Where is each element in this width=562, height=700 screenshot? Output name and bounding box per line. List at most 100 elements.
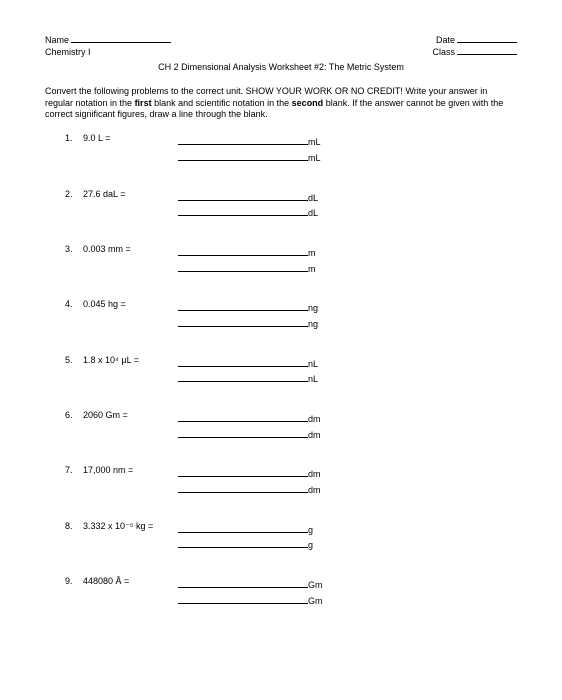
answer-blank[interactable]	[178, 204, 308, 216]
answer-unit: dL	[308, 208, 318, 220]
problem-row: 1.9.0 L =mLmL	[65, 133, 517, 164]
answer-blank[interactable]	[178, 481, 308, 493]
answer-line: dm	[178, 481, 321, 497]
answer-unit: dm	[308, 430, 321, 442]
problem-row: 4.0.045 hg =ngng	[65, 299, 517, 330]
header-row-1: Name Date	[45, 35, 517, 47]
answer-line: g	[178, 521, 313, 537]
answer-blank[interactable]	[178, 536, 308, 548]
problems-list: 1.9.0 L =mLmL2.27.6 daL =dLdL3.0.003 mm …	[45, 133, 517, 607]
answer-unit: dm	[308, 414, 321, 426]
answer-unit: dm	[308, 485, 321, 497]
problem-number: 4.	[65, 299, 83, 311]
problem-row: 3.0.003 mm =mm	[65, 244, 517, 275]
instr-1: Convert the following problems to the co…	[45, 86, 403, 96]
answer-unit: nL	[308, 359, 318, 371]
answers: ngng	[178, 299, 318, 330]
answer-unit: mL	[308, 153, 321, 165]
answer-unit: Gm	[308, 580, 323, 592]
answers: dm dm	[178, 465, 321, 496]
answer-unit: m	[308, 264, 316, 276]
answer-blank[interactable]	[178, 244, 308, 256]
worksheet-page: Name Date Chemistry I Class CH 2 Dimensi…	[0, 0, 562, 700]
answer-unit: dL	[308, 193, 318, 205]
problem-row: 7.17,000 nm = dm dm	[65, 465, 517, 496]
problem-row: 5.1.8 x 10⁴ µL = nL nL	[65, 355, 517, 386]
answer-line: dL	[178, 204, 318, 220]
answer-blank[interactable]	[178, 315, 308, 327]
answer-unit: ng	[308, 303, 318, 315]
answer-line: nL	[178, 355, 318, 371]
answers: mm	[178, 244, 316, 275]
answers: Gm Gm	[178, 576, 323, 607]
problem-number: 7.	[65, 465, 83, 477]
answer-line: dm	[178, 426, 321, 442]
answer-blank[interactable]	[178, 299, 308, 311]
answer-blank[interactable]	[178, 410, 308, 422]
answer-blank[interactable]	[178, 133, 308, 145]
problem-number: 8.	[65, 521, 83, 533]
problem-text: 3.332 x 10⁻⁵ kg =	[83, 521, 178, 533]
answer-unit: g	[308, 540, 313, 552]
answer-blank[interactable]	[178, 189, 308, 201]
date-label: Date	[436, 35, 455, 47]
bold-second: second	[292, 98, 324, 108]
date-field: Date	[436, 35, 517, 47]
answer-unit: mL	[308, 137, 321, 149]
problem-number: 3.	[65, 244, 83, 256]
answer-blank[interactable]	[178, 521, 308, 533]
answers: mL mL	[178, 133, 321, 164]
name-blank[interactable]	[71, 42, 171, 43]
course-text: Chemistry I	[45, 47, 91, 59]
date-blank[interactable]	[457, 42, 517, 43]
problem-text: 0.045 hg =	[83, 299, 178, 311]
answer-line: Gm	[178, 576, 323, 592]
answer-blank[interactable]	[178, 370, 308, 382]
problem-text: 448080 Å =	[83, 576, 178, 588]
answer-line: dL	[178, 189, 318, 205]
problem-row: 6.2060 Gm =dmdm	[65, 410, 517, 441]
answer-line: m	[178, 244, 316, 260]
answer-blank[interactable]	[178, 355, 308, 367]
answer-blank[interactable]	[178, 576, 308, 588]
answer-blank[interactable]	[178, 592, 308, 604]
answer-blank[interactable]	[178, 426, 308, 438]
problem-row: 8.3.332 x 10⁻⁵ kg =gg	[65, 521, 517, 552]
instr-3: blank and scientific notation in the	[152, 98, 292, 108]
answer-line: ng	[178, 315, 318, 331]
worksheet-title: CH 2 Dimensional Analysis Worksheet #2: …	[45, 62, 517, 74]
problem-row: 9.448080 Å = Gm Gm	[65, 576, 517, 607]
problem-number: 1.	[65, 133, 83, 145]
class-blank[interactable]	[457, 54, 517, 55]
problem-text: 1.8 x 10⁴ µL =	[83, 355, 178, 367]
instructions: Convert the following problems to the co…	[45, 86, 517, 121]
problem-number: 5.	[65, 355, 83, 367]
answers: dL dL	[178, 189, 318, 220]
answers: dm dm	[178, 410, 321, 441]
answer-line: nL	[178, 370, 318, 386]
answer-line: g	[178, 536, 313, 552]
problem-number: 6.	[65, 410, 83, 422]
answer-line: mL	[178, 149, 321, 165]
name-field: Name	[45, 35, 171, 47]
answer-blank[interactable]	[178, 465, 308, 477]
answer-blank[interactable]	[178, 260, 308, 272]
problem-number: 9.	[65, 576, 83, 588]
class-field: Class	[432, 47, 517, 59]
answer-unit: m	[308, 248, 316, 260]
problem-text: 17,000 nm =	[83, 465, 178, 477]
answer-blank[interactable]	[178, 149, 308, 161]
course-label: Chemistry I	[45, 47, 91, 59]
problem-text: 0.003 mm =	[83, 244, 178, 256]
answer-unit: g	[308, 525, 313, 537]
answer-unit: Gm	[308, 596, 323, 608]
problem-number: 2.	[65, 189, 83, 201]
answer-line: m	[178, 260, 316, 276]
problem-row: 2.27.6 daL = dL dL	[65, 189, 517, 220]
answer-unit: nL	[308, 374, 318, 386]
answers: gg	[178, 521, 313, 552]
answer-line: dm	[178, 410, 321, 426]
problem-text: 27.6 daL =	[83, 189, 178, 201]
answer-unit: dm	[308, 469, 321, 481]
answer-line: Gm	[178, 592, 323, 608]
